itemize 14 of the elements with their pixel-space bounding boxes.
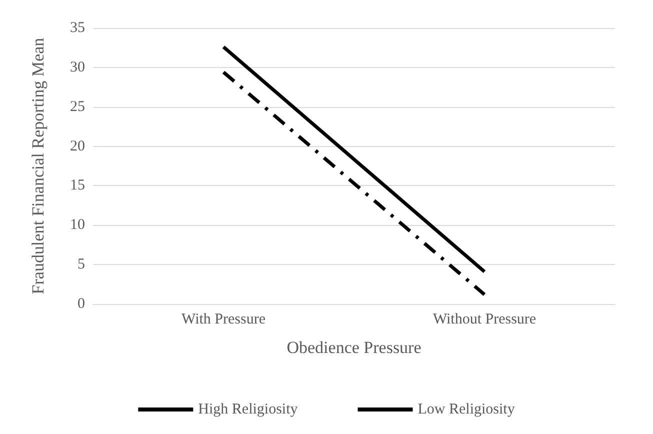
x-tick-label: Without Pressure bbox=[432, 312, 536, 328]
y-axis-title: Fraudulent Financial Reporting Mean bbox=[28, 37, 48, 294]
y-tick-label: 5 bbox=[78, 256, 85, 273]
x-tick-label: With Pressure bbox=[182, 312, 266, 328]
y-tick-label: 35 bbox=[70, 20, 85, 36]
y-tick-label: 30 bbox=[70, 59, 85, 76]
y-tick-label: 20 bbox=[70, 138, 85, 154]
legend-label: High Religiosity bbox=[198, 402, 298, 418]
y-tick-label: 10 bbox=[70, 217, 85, 234]
x-axis-title: Obedience Pressure bbox=[286, 338, 422, 357]
legend-label: Low Religiosity bbox=[418, 402, 516, 418]
y-tick-label: 25 bbox=[70, 98, 85, 115]
y-tick-label: 15 bbox=[70, 178, 85, 194]
y-tick-label: 0 bbox=[78, 296, 85, 312]
